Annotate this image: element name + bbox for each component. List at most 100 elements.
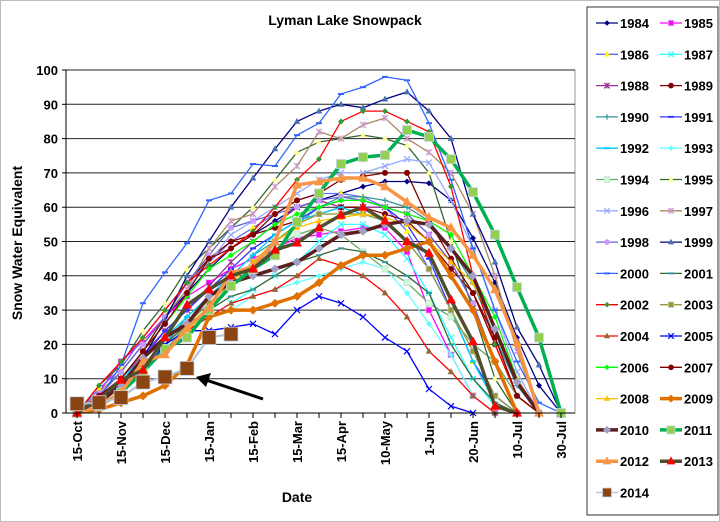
x-tick-label: 15-Oct [70, 420, 85, 461]
legend-label: 2013 [684, 454, 713, 469]
data-point-2013 [490, 400, 500, 410]
legend-entry-1997: 1997 [660, 204, 713, 219]
data-point-1995 [425, 169, 433, 176]
data-point-2007 [162, 320, 168, 327]
data-point-1998 [228, 224, 234, 231]
data-point-2002 [96, 382, 102, 389]
data-point-1999 [469, 210, 477, 217]
data-point-1993 [360, 259, 366, 266]
x-tick-label: 1-Jun [422, 421, 437, 456]
data-point-2002 [162, 307, 168, 314]
data-point-2008 [293, 224, 301, 231]
data-point-2001 [404, 274, 410, 277]
data-point-2010 [358, 226, 368, 236]
data-point-2010 [424, 219, 434, 229]
data-point-2010 [336, 230, 346, 240]
x-tick-label: 30-Jul [554, 421, 569, 459]
data-point-2012 [534, 407, 544, 417]
data-point-2013 [358, 201, 368, 211]
legend-marker-1995 [667, 176, 675, 182]
series-2014 [69, 326, 239, 412]
data-point-2001 [470, 377, 476, 380]
data-point-1992 [272, 233, 278, 236]
data-point-1997 [271, 183, 279, 191]
data-point-2013 [204, 284, 214, 294]
legend-label: 1990 [620, 110, 649, 125]
data-point-2013 [182, 299, 192, 309]
data-point-2006 [294, 211, 300, 218]
y-tick-label: 60 [44, 200, 58, 215]
data-point-2013 [512, 407, 522, 417]
data-point-2004 [271, 285, 279, 292]
data-point-2000 [316, 122, 322, 125]
legend-entry-2002: 2002 [596, 298, 649, 313]
legend-entry-2012: 2012 [596, 454, 649, 469]
data-point-1997 [315, 128, 323, 136]
data-point-2001 [272, 274, 278, 277]
data-point-2000 [492, 309, 498, 312]
data-point-2006 [404, 211, 410, 218]
data-point-2006 [228, 252, 234, 259]
data-point-1992 [250, 254, 256, 257]
x-tick-label: 10-Jul [510, 421, 525, 459]
data-point-1999 [183, 272, 191, 279]
legend-entry-2001: 2001 [660, 266, 713, 281]
data-point-2002 [338, 118, 344, 125]
data-point-2011 [490, 229, 500, 240]
legend-entry-1996: 1996 [596, 204, 649, 219]
legend-marker-2001 [668, 272, 674, 275]
data-point-1997 [227, 217, 235, 225]
data-point-2012 [204, 302, 214, 312]
legend-label: 2009 [684, 392, 713, 407]
legend-marker-1991 [668, 115, 674, 118]
data-point-2009 [270, 298, 280, 308]
data-point-1992 [338, 206, 344, 209]
data-point-1999 [425, 107, 433, 114]
data-point-2012 [490, 284, 500, 294]
data-point-2011 [358, 152, 368, 163]
legend-entry-1995: 1995 [660, 173, 713, 188]
legend-marker-1986 [603, 50, 611, 57]
data-point-1998 [294, 204, 300, 211]
data-point-2006 [492, 313, 498, 320]
legend-marker-1994 [603, 176, 611, 183]
data-point-2006 [448, 231, 454, 238]
data-point-2007 [470, 289, 476, 296]
data-point-2012 [270, 236, 280, 246]
data-point-1993 [448, 351, 454, 358]
data-point-1996 [403, 155, 411, 163]
series-2009 [72, 237, 522, 418]
data-point-2000 [206, 199, 212, 202]
x-tick-label: 15-Dec [158, 421, 173, 464]
y-tick-label: 70 [44, 166, 58, 181]
data-point-1992 [470, 360, 476, 363]
data-point-2010 [468, 271, 478, 281]
data-point-1984 [426, 180, 432, 187]
data-point-2013 [380, 215, 390, 225]
data-point-2013 [446, 294, 456, 304]
data-point-1987 [381, 231, 389, 239]
legend-label: 2014 [620, 486, 650, 501]
data-point-2005 [447, 402, 455, 410]
y-tick-label: 100 [36, 63, 58, 78]
data-point-1997 [249, 210, 257, 218]
data-point-1985 [425, 306, 433, 314]
y-axis-label: Snow Water Equivalent [9, 166, 25, 321]
data-point-2012 [292, 179, 302, 189]
data-point-2010 [490, 324, 500, 334]
data-point-2005 [425, 385, 433, 393]
data-point-2006 [316, 204, 322, 211]
data-point-2000 [118, 363, 124, 366]
data-point-2005 [271, 330, 279, 338]
x-tick-label: 10-May [378, 420, 393, 465]
data-point-2000 [294, 134, 300, 137]
data-point-2000 [382, 75, 388, 78]
data-point-2007 [404, 169, 410, 176]
legend-label: 1992 [620, 141, 649, 156]
data-point-2003 [425, 265, 433, 273]
data-point-2003 [315, 210, 323, 218]
legend-entry-2010: 2010 [596, 423, 649, 438]
data-point-1991 [162, 329, 168, 332]
series-line-2010 [76, 219, 541, 415]
legend-label: 2003 [684, 298, 713, 313]
